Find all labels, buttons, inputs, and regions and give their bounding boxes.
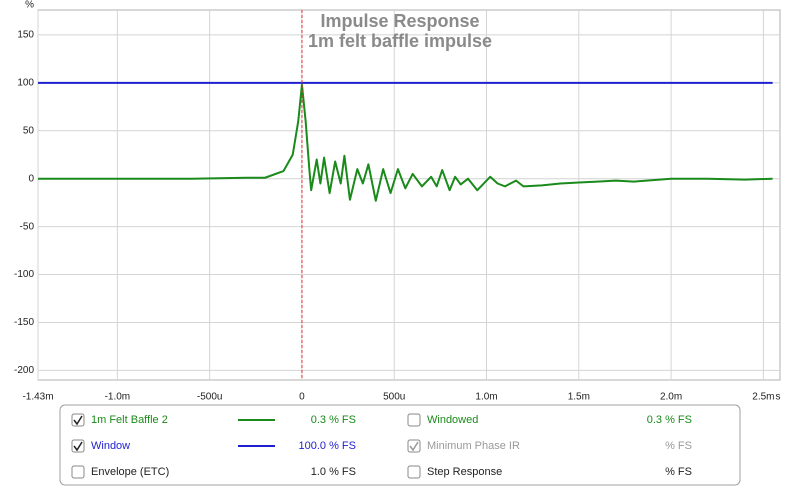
legend-label: Windowed bbox=[427, 414, 478, 426]
legend-label: Envelope (ETC) bbox=[91, 466, 169, 478]
legend-label: Window bbox=[91, 440, 130, 452]
x-tick-label: 2.0m bbox=[660, 392, 682, 403]
x-axis-label: s bbox=[776, 392, 781, 403]
plot-area bbox=[37, 9, 781, 381]
y-tick-label: -100 bbox=[14, 269, 34, 280]
checkbox[interactable] bbox=[407, 413, 421, 427]
x-tick-label: -1.43m bbox=[22, 392, 53, 403]
legend-readout: 1.0 % FS bbox=[311, 466, 356, 478]
checkbox[interactable] bbox=[71, 465, 85, 479]
checkmark bbox=[73, 415, 83, 426]
legend-readout: % FS bbox=[665, 466, 692, 478]
checkmark bbox=[409, 441, 419, 452]
marks bbox=[38, 10, 773, 380]
y-tick-label: -150 bbox=[14, 317, 34, 328]
y-tick-label: 50 bbox=[23, 125, 35, 136]
chart-title: Impulse Response bbox=[320, 11, 479, 31]
legend-label: 1m Felt Baffle 2 bbox=[91, 414, 168, 426]
legend-readout: % FS bbox=[665, 440, 692, 452]
legend-label: Step Response bbox=[427, 466, 502, 478]
checkbox[interactable] bbox=[407, 465, 421, 479]
legend-panel bbox=[59, 404, 741, 486]
legend-label: Minimum Phase IR bbox=[427, 440, 520, 452]
series-line bbox=[38, 83, 773, 202]
legend-readout: 0.3 % FS bbox=[647, 414, 692, 426]
grid bbox=[37, 10, 780, 380]
x-tick-label: 1.0m bbox=[475, 392, 497, 403]
y-axis-label: % bbox=[25, 0, 34, 11]
y-tick-label: 100 bbox=[17, 77, 34, 88]
checkbox[interactable] bbox=[71, 413, 85, 427]
y-tick-label: -200 bbox=[14, 365, 34, 376]
legend-items: 1m Felt Baffle 2 0.3 % FS Window 100.0 % FS… bbox=[71, 413, 692, 479]
x-tick-label: -1.0m bbox=[105, 392, 131, 403]
chart-subtitle: 1m felt baffle impulse bbox=[308, 31, 492, 51]
y-tick-label: 0 bbox=[28, 173, 34, 184]
x-tick-label: 0 bbox=[299, 392, 305, 403]
checkmark bbox=[73, 441, 83, 452]
y-tick-label: -50 bbox=[20, 221, 35, 232]
y-tick-label: 150 bbox=[17, 30, 34, 41]
x-tick-label: 2.5m bbox=[752, 392, 774, 403]
checkbox[interactable] bbox=[407, 439, 421, 453]
checkbox[interactable] bbox=[71, 439, 85, 453]
x-tick-label: 1.5m bbox=[568, 392, 590, 403]
x-tick-label: -500u bbox=[197, 392, 223, 403]
legend-readout: 100.0 % FS bbox=[299, 440, 356, 452]
x-tick-label: 500u bbox=[383, 392, 405, 403]
legend-readout: 0.3 % FS bbox=[311, 414, 356, 426]
